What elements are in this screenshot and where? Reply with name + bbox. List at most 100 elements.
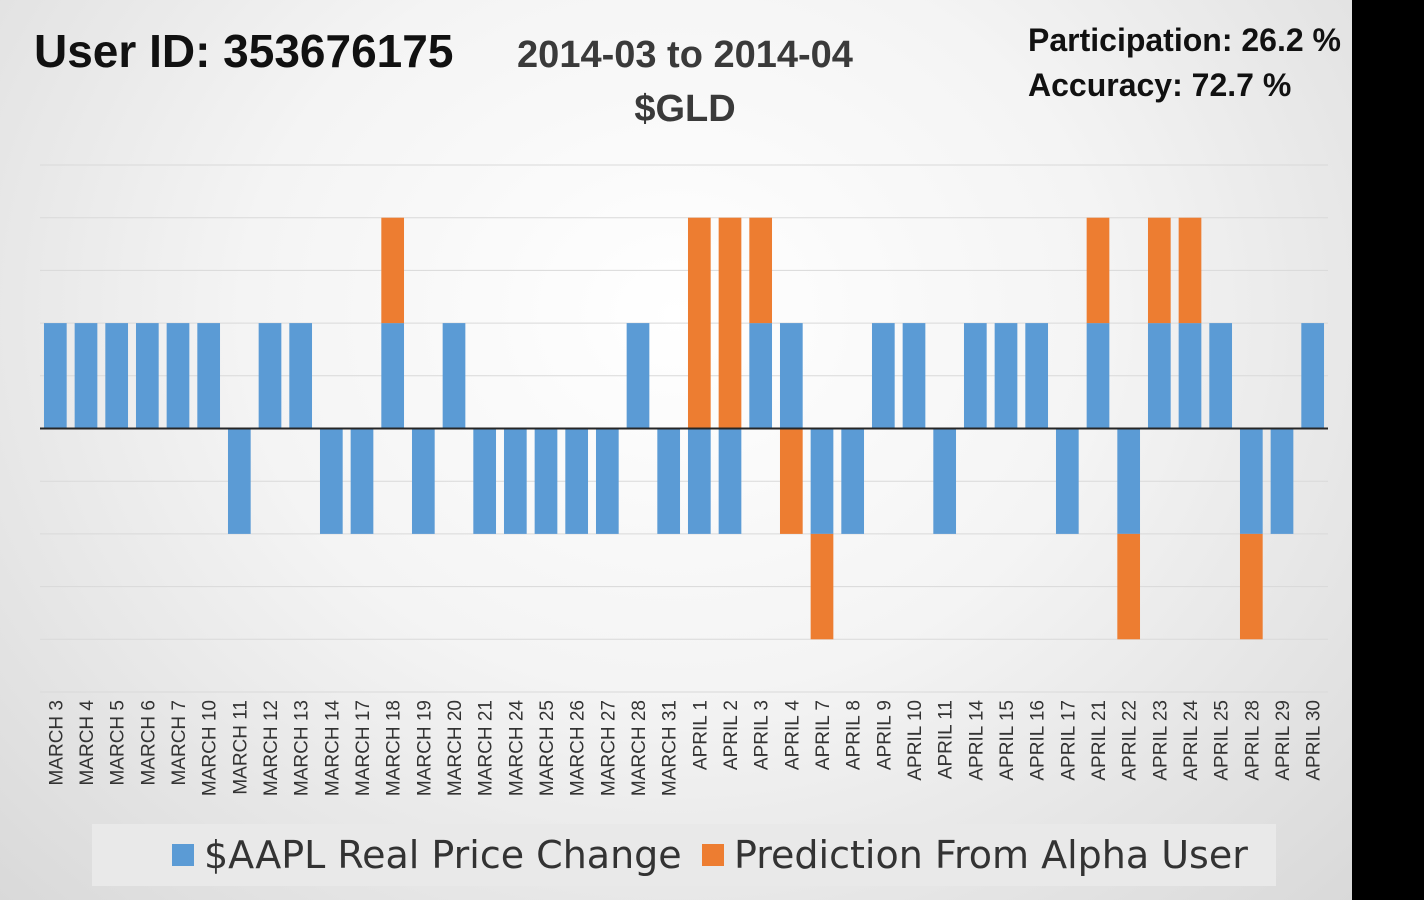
bar-real bbox=[105, 323, 129, 429]
bar-real bbox=[1086, 323, 1110, 429]
bar-real bbox=[74, 323, 98, 429]
bar-real bbox=[1301, 323, 1325, 429]
x-tick-label: APRIL 2 bbox=[721, 700, 742, 770]
bar-prediction bbox=[749, 217, 773, 324]
x-tick-label: APRIL 1 bbox=[690, 700, 711, 770]
bar-real bbox=[810, 428, 834, 534]
x-tick-label: APRIL 28 bbox=[1242, 700, 1263, 781]
x-tick-label: APRIL 30 bbox=[1304, 700, 1325, 781]
bar-real bbox=[841, 428, 865, 534]
legend-swatch-prediction bbox=[702, 844, 724, 866]
bar-real bbox=[227, 428, 251, 534]
legend-item-real: $AAPL Real Price Change bbox=[172, 824, 682, 886]
bar-real bbox=[473, 428, 497, 534]
x-tick-label: APRIL 24 bbox=[1181, 700, 1202, 781]
x-tick-label: APRIL 10 bbox=[905, 700, 926, 781]
x-tick-label: APRIL 17 bbox=[1058, 700, 1079, 781]
bar-real bbox=[135, 323, 159, 429]
x-tick-label: MARCH 27 bbox=[598, 700, 619, 796]
x-tick-label: MARCH 28 bbox=[629, 700, 650, 796]
bar-real bbox=[319, 428, 343, 534]
bar-real bbox=[534, 428, 558, 534]
x-tick-label: APRIL 15 bbox=[997, 700, 1018, 781]
bar-prediction bbox=[1239, 533, 1263, 640]
participation-label: Participation: bbox=[1028, 22, 1233, 58]
x-tick-label: APRIL 25 bbox=[1212, 700, 1233, 781]
x-tick-label: MARCH 7 bbox=[169, 700, 190, 786]
bar-prediction bbox=[381, 217, 405, 324]
x-tick-label: APRIL 16 bbox=[1028, 700, 1049, 781]
x-tick-label: APRIL 7 bbox=[813, 700, 834, 770]
accuracy-value: 72.7 % bbox=[1191, 67, 1292, 103]
bar-real bbox=[442, 323, 466, 429]
accuracy-label: Accuracy: bbox=[1028, 67, 1183, 103]
bar-real bbox=[1178, 323, 1202, 429]
bar-real bbox=[779, 323, 803, 429]
bar-real bbox=[1147, 323, 1171, 429]
x-tick-label: MARCH 25 bbox=[537, 700, 558, 796]
bar-real bbox=[871, 323, 895, 429]
x-tick-label: MARCH 19 bbox=[414, 700, 435, 796]
chart-panel: User ID: 353676175 2014-03 to 2014-04 $G… bbox=[0, 0, 1352, 900]
participation-value: 26.2 % bbox=[1241, 22, 1341, 58]
legend-swatch-real bbox=[172, 844, 194, 866]
bar-prediction bbox=[718, 217, 742, 429]
bar-chart: MARCH 3 MARCH 4 MARCH 5 MARCH 6 MARCH 7 MARCH… bbox=[40, 164, 1328, 797]
bar-real bbox=[963, 323, 987, 429]
x-tick-label: APRIL 29 bbox=[1273, 700, 1294, 781]
accuracy-stat: Accuracy: 72.7 % bbox=[1028, 67, 1291, 104]
x-tick-label: APRIL 9 bbox=[874, 700, 895, 770]
bar-real bbox=[902, 323, 926, 429]
bar-real bbox=[1270, 428, 1294, 534]
x-tick-label: MARCH 20 bbox=[445, 700, 466, 796]
x-tick-label: MARCH 31 bbox=[660, 700, 681, 796]
x-tick-label: APRIL 23 bbox=[1150, 700, 1171, 781]
bar-real bbox=[411, 428, 435, 534]
x-tick-label: MARCH 5 bbox=[108, 700, 129, 786]
bar-real bbox=[289, 323, 313, 429]
bar-real bbox=[43, 323, 67, 429]
bar-prediction bbox=[779, 428, 803, 534]
bar-prediction bbox=[810, 533, 834, 640]
x-tick-label: MARCH 10 bbox=[200, 700, 221, 796]
bar-prediction bbox=[1178, 217, 1202, 324]
x-tick-label: MARCH 13 bbox=[292, 700, 313, 796]
x-tick-label: MARCH 11 bbox=[230, 700, 251, 795]
bar-real bbox=[749, 323, 773, 429]
user-id-title: User ID: 353676175 bbox=[34, 25, 454, 77]
x-tick-label: APRIL 21 bbox=[1089, 700, 1110, 781]
x-tick-label: MARCH 12 bbox=[261, 700, 282, 796]
x-tick-label: APRIL 14 bbox=[966, 700, 987, 781]
x-tick-label: MARCH 17 bbox=[353, 700, 374, 796]
ticker-title: $GLD bbox=[634, 88, 736, 130]
x-tick-label: MARCH 26 bbox=[568, 700, 589, 796]
bar-prediction bbox=[687, 217, 711, 429]
x-tick-label: MARCH 18 bbox=[384, 700, 405, 796]
bar-real bbox=[994, 323, 1018, 429]
bar-real bbox=[1117, 428, 1141, 534]
bar-real bbox=[381, 323, 405, 429]
x-tick-label: MARCH 6 bbox=[138, 700, 159, 786]
bar-real bbox=[1025, 323, 1049, 429]
x-tick-label: APRIL 11 bbox=[936, 700, 957, 779]
participation-stat: Participation: 26.2 % bbox=[1028, 22, 1341, 59]
period-title: 2014-03 to 2014-04 bbox=[517, 34, 853, 76]
bar-real bbox=[626, 323, 650, 429]
bar-real bbox=[1055, 428, 1079, 534]
bar-real bbox=[350, 428, 374, 534]
x-tick-label: MARCH 4 bbox=[77, 700, 98, 786]
x-tick-label: APRIL 8 bbox=[844, 700, 865, 770]
bar-real bbox=[166, 323, 190, 429]
legend: $AAPL Real Price Change Prediction From … bbox=[92, 824, 1276, 886]
legend-label-prediction: Prediction From Alpha User bbox=[734, 833, 1248, 877]
bar-real bbox=[197, 323, 221, 429]
x-tick-label: MARCH 3 bbox=[46, 700, 67, 786]
bar-real bbox=[718, 428, 742, 534]
x-tick-label: MARCH 24 bbox=[506, 700, 527, 797]
bar-real bbox=[657, 428, 681, 534]
bar-real bbox=[595, 428, 619, 534]
bar-real bbox=[258, 323, 282, 429]
bar-prediction bbox=[1086, 217, 1110, 324]
bar-real bbox=[1209, 323, 1233, 429]
bar-real bbox=[687, 428, 711, 534]
